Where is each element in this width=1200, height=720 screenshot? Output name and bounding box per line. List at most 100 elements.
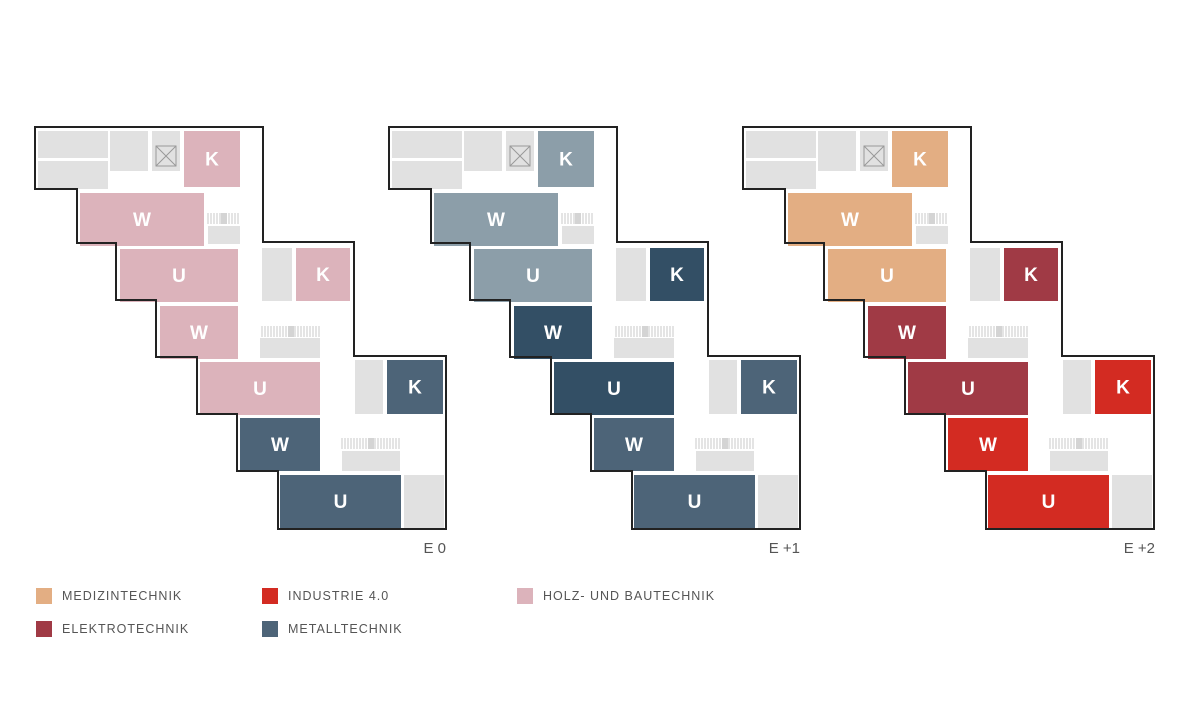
room-fill	[594, 418, 674, 471]
service-room	[110, 131, 148, 171]
service-room	[342, 451, 400, 471]
legend-item-industrie: INDUSTRIE 4.0	[262, 586, 389, 606]
legend-swatch-metalltechnik	[262, 621, 278, 637]
room-u: U	[828, 249, 946, 302]
stairs-icon	[207, 213, 239, 224]
building-outline	[34, 126, 447, 530]
room-letter: U	[334, 492, 348, 513]
service-room	[1112, 475, 1152, 528]
floor-label: E +1	[769, 540, 800, 557]
legend-label-holz-bautechnik: HOLZ- UND BAUTECHNIK	[543, 589, 716, 603]
room-fill	[788, 193, 912, 246]
room-u: U	[988, 475, 1109, 528]
service-room	[152, 131, 180, 171]
service-room	[818, 131, 856, 171]
legend-item-medizintechnik: MEDIZINTECHNIK	[36, 586, 182, 606]
elevator-icon	[863, 145, 885, 167]
legend-item-holz-bautechnik: HOLZ- UND BAUTECHNIK	[517, 586, 715, 606]
service-room	[968, 338, 1028, 358]
room-u: U	[634, 475, 755, 528]
elevator-icon	[509, 145, 531, 167]
room-fill	[908, 362, 1028, 415]
service-room	[392, 161, 462, 189]
room-fill	[200, 362, 320, 415]
stairs-icon	[341, 438, 400, 449]
room-fill	[80, 193, 204, 246]
service-room	[696, 451, 754, 471]
floor-plan-0: K W U K W U K W U	[34, 126, 447, 530]
service-room	[916, 226, 948, 244]
room-letter: W	[979, 435, 997, 456]
room-fill	[868, 306, 946, 359]
room-k: K	[650, 248, 704, 301]
service-room	[355, 360, 383, 414]
room-fill	[741, 360, 797, 414]
room-fill	[1004, 248, 1058, 301]
room-k: K	[1004, 248, 1058, 301]
room-letter: K	[316, 265, 330, 286]
legend-swatch-industrie	[262, 588, 278, 604]
service-room	[970, 248, 1000, 301]
service-room	[616, 248, 646, 301]
room-letter: W	[133, 210, 151, 231]
room-letter: W	[625, 435, 643, 456]
service-room	[746, 131, 816, 158]
service-room	[464, 131, 502, 171]
room-fill	[184, 131, 240, 187]
room-k: K	[892, 131, 948, 187]
room-letter: K	[1024, 265, 1038, 286]
room-fill	[948, 418, 1028, 471]
stairs-icon	[615, 326, 674, 337]
room-w: W	[948, 418, 1028, 471]
service-room	[262, 248, 292, 301]
stairs-icon	[915, 213, 947, 224]
stairs-icon	[561, 213, 593, 224]
room-w: W	[160, 306, 238, 359]
room-fill	[988, 475, 1109, 528]
room-letter: K	[762, 378, 776, 399]
room-letter: W	[898, 323, 916, 344]
room-w: W	[80, 193, 204, 246]
room-letter: W	[190, 323, 208, 344]
room-letter: U	[526, 266, 540, 287]
service-room	[562, 226, 594, 244]
room-w: W	[788, 193, 912, 246]
room-letter: W	[487, 210, 505, 231]
room-fill	[120, 249, 238, 302]
elevator-icon	[155, 145, 177, 167]
service-room	[1063, 360, 1091, 414]
service-room	[746, 161, 816, 189]
room-letter: W	[544, 323, 562, 344]
floor-plan-1: K W U K W U K W U	[388, 126, 801, 530]
room-letter: U	[880, 266, 894, 287]
room-letter: U	[607, 379, 621, 400]
room-fill	[160, 306, 238, 359]
stairs-icon	[1049, 438, 1108, 449]
room-letter: W	[841, 210, 859, 231]
room-u: U	[554, 362, 674, 415]
room-fill	[387, 360, 443, 414]
room-fill	[434, 193, 558, 246]
room-k: K	[387, 360, 443, 414]
room-u: U	[908, 362, 1028, 415]
room-letter: U	[688, 492, 702, 513]
room-fill	[554, 362, 674, 415]
room-letter: K	[559, 150, 573, 171]
room-fill	[296, 248, 350, 301]
room-k: K	[1095, 360, 1151, 414]
room-k: K	[741, 360, 797, 414]
room-k: K	[296, 248, 350, 301]
legend-swatch-medizintechnik	[36, 588, 52, 604]
room-fill	[538, 131, 594, 187]
room-letter: K	[408, 378, 422, 399]
legend-label-industrie: INDUSTRIE 4.0	[288, 589, 390, 603]
room-fill	[514, 306, 592, 359]
legend-item-metalltechnik: METALLTECHNIK	[262, 619, 403, 639]
floor-plan-2: K W U K W U K W U	[742, 126, 1155, 530]
service-room	[506, 131, 534, 171]
room-letter: K	[205, 150, 219, 171]
legend-label-medizintechnik: MEDIZINTECHNIK	[62, 589, 183, 603]
room-fill	[650, 248, 704, 301]
legend: MEDIZINTECHNIK INDUSTRIE 4.0 HOLZ- UND B…	[36, 586, 796, 646]
